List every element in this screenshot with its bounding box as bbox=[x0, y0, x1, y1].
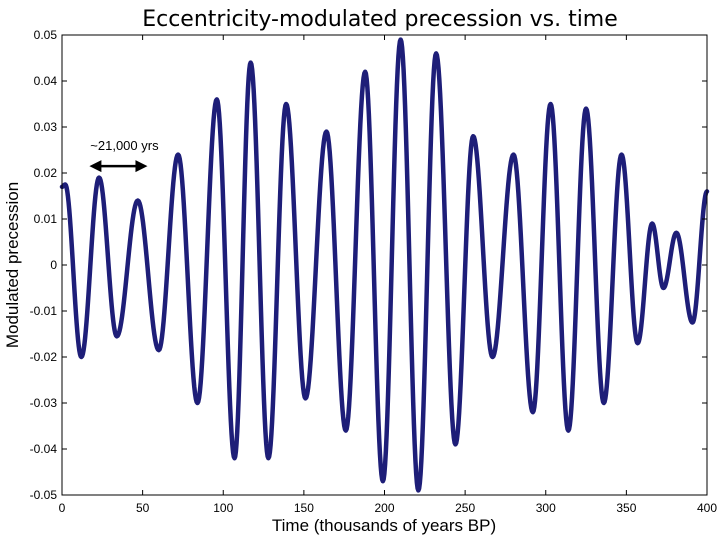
x-tick-label: 100 bbox=[213, 501, 233, 515]
y-tick-label: -0.04 bbox=[30, 442, 58, 456]
y-tick-label: -0.01 bbox=[30, 304, 58, 318]
axis-ticks: 0 50 100 150 200 250 300 350 400 0.05 0.04 0.03 0.02… bbox=[30, 28, 718, 515]
y-tick-label: 0.01 bbox=[34, 212, 58, 226]
chart-title: Eccentricity-modulated precession vs. ti… bbox=[142, 7, 618, 32]
x-tick-label: 400 bbox=[697, 501, 717, 515]
y-tick-label: -0.05 bbox=[30, 488, 58, 502]
y-axis-label: Modulated precession bbox=[3, 182, 22, 348]
y-tick-label: 0.04 bbox=[34, 74, 58, 88]
annotation-arrowhead-left bbox=[89, 160, 102, 173]
plot-frame bbox=[61, 34, 708, 496]
x-tick-label: 150 bbox=[294, 501, 314, 515]
annotation-arrowhead-right bbox=[135, 160, 148, 173]
x-tick-label: 50 bbox=[136, 501, 150, 515]
x-tick-label: 300 bbox=[536, 501, 556, 515]
x-axis-label: Time (thousands of years BP) bbox=[272, 516, 496, 535]
x-tick-label: 0 bbox=[59, 501, 66, 515]
y-tick-label: -0.03 bbox=[30, 396, 58, 410]
y-tick-label: 0 bbox=[50, 258, 57, 272]
y-tick-label: 0.02 bbox=[34, 166, 58, 180]
x-tick-label: 350 bbox=[616, 501, 636, 515]
x-tick-label: 250 bbox=[455, 501, 475, 515]
y-tick-label: -0.02 bbox=[30, 350, 58, 364]
y-tick-label: 0.03 bbox=[34, 120, 58, 134]
series-line-0 bbox=[59, 37, 710, 493]
plot-area bbox=[59, 37, 710, 493]
annotations: ~21,000 yrs bbox=[89, 138, 159, 173]
x-tick-label: 200 bbox=[374, 501, 394, 515]
y-tick-label: 0.05 bbox=[34, 28, 58, 42]
annotation-label: ~21,000 yrs bbox=[90, 138, 159, 153]
